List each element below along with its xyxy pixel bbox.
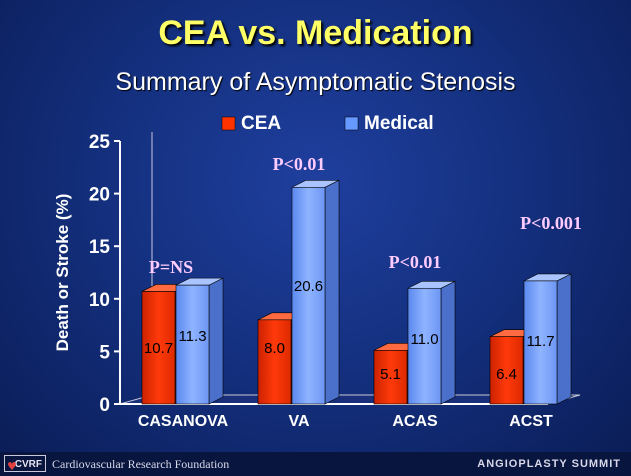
bar-medical-va [291,186,326,405]
x-category-label: ACST [509,413,553,430]
p-value-annotation: P<0.01 [273,154,326,174]
y-tick-label: 15 [89,237,111,258]
bar-cea-acst [489,336,524,405]
y-tick-label: 10 [89,290,110,311]
p-value-annotation: P<0.001 [520,213,582,233]
heart-icon: ♥ [7,460,17,473]
bar-medical-acst [523,280,558,405]
bar-medical-acas [407,287,442,405]
data-label: 5.1 [380,366,401,383]
data-label: 11.3 [178,328,206,345]
y-tick-label: 5 [99,342,110,363]
bar-medical-casanova [175,284,210,405]
data-label: 6.4 [496,366,517,383]
bar-side [324,179,340,405]
legend-swatch-cea [221,116,236,131]
bar-cea-va [257,319,292,405]
slide-subtitle: Summary of Asymptomatic Stenosis [115,68,516,96]
legend-swatch-medical [344,116,359,131]
slide-title: CEA vs. Medication [158,14,473,52]
y-tick-label: 25 [89,132,111,153]
data-label: 11.0 [410,331,438,348]
y-tick-label: 20 [89,185,110,206]
p-value-annotation: P<0.01 [389,252,442,272]
bar-side [208,277,224,405]
x-category-label: VA [288,413,309,430]
bar-side [556,273,572,405]
cvrf-logo: CVRF [4,455,46,472]
p-value-annotation: P=NS [149,257,193,277]
y-tick-label: 0 [99,395,110,416]
bar-cea-casanova [141,291,176,405]
data-label: 11.7 [526,333,554,350]
legend-label-medical: Medical [364,113,434,134]
footer-organization: Cardiovascular Research Foundation [52,457,230,471]
footer-brand: ANGIOPLASTY SUMMIT [477,458,621,470]
bar-cea-acas [373,350,408,405]
legend-label-cea: CEA [241,113,281,134]
data-label: 10.7 [144,340,173,357]
x-category-label: CASANOVA [138,413,229,430]
x-category-label: ACAS [392,413,438,430]
y-axis-title: Death or Stroke (%) [53,194,72,352]
data-label: 8.0 [264,340,285,357]
bar-side [440,280,456,405]
data-label: 20.6 [294,278,323,295]
footer-bar [0,452,631,476]
bar-chart: 0 5 10 15 20 25 Death or Stroke (%) CEA Medical 1… [53,113,582,430]
